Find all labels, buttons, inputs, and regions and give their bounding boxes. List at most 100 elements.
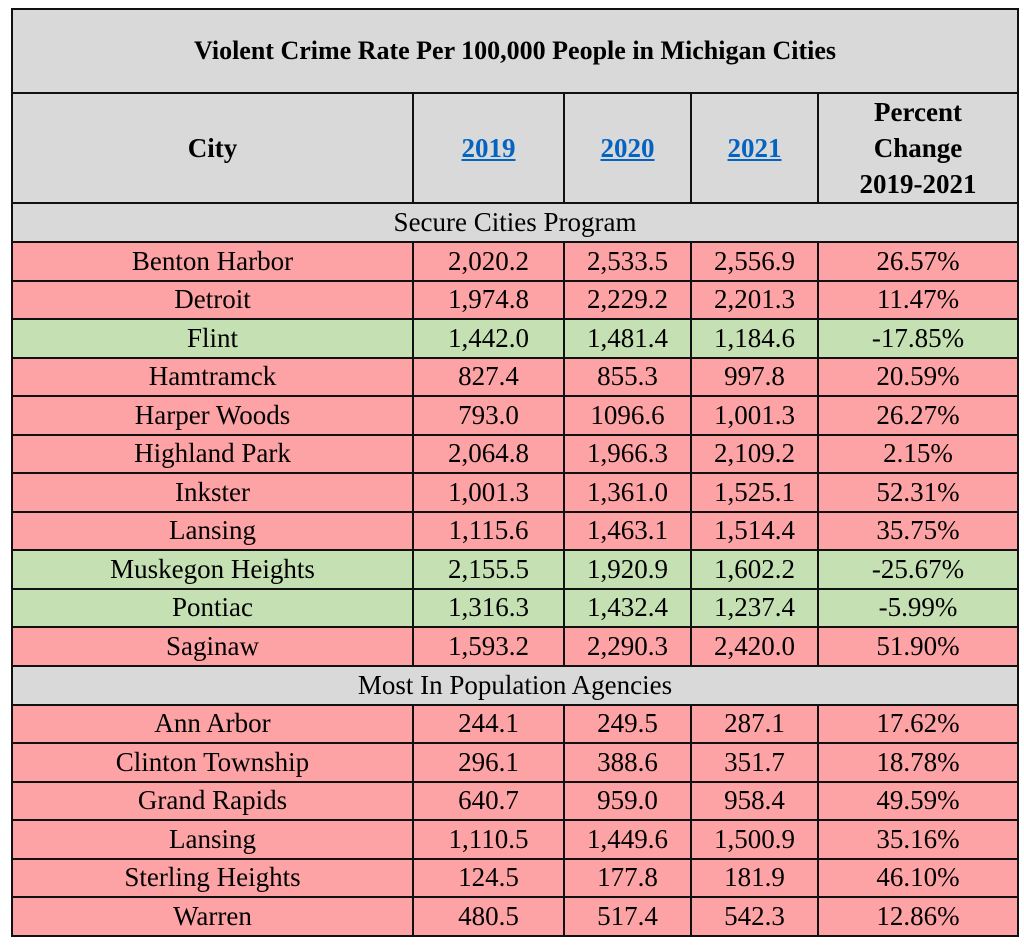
table-row: Pontiac 1,316.3 1,432.4 1,237.4 -5.99%	[11, 587, 1020, 628]
table-row: Detroit 1,974.8 2,229.2 2,201.3 11.47%	[11, 279, 1020, 320]
value-2020: 1,463.1	[563, 510, 692, 551]
link-2020[interactable]: 2020	[600, 133, 655, 163]
table-row: Highland Park 2,064.8 1,966.3 2,109.2 2.15%	[11, 433, 1020, 474]
city-cell: Pontiac	[11, 587, 414, 628]
value-2021: 1,001.3	[690, 395, 819, 436]
value-2019: 1,593.2	[412, 626, 565, 667]
city-cell: Inkster	[11, 472, 414, 513]
value-2021: 1,237.4	[690, 587, 819, 628]
value-2019: 2,155.5	[412, 549, 565, 590]
value-2021: 2,420.0	[690, 626, 819, 667]
value-2021: 2,556.9	[690, 241, 819, 282]
percent-change: 52.31%	[816, 472, 1020, 513]
value-2021: 1,500.9	[690, 819, 819, 860]
city-cell: Sterling Heights	[11, 857, 414, 898]
percent-change: 35.75%	[816, 510, 1020, 551]
table-row: Ann Arbor 244.1 249.5 287.1 17.62%	[11, 703, 1020, 744]
value-2019: 1,442.0	[412, 318, 565, 359]
value-2020: 177.8	[563, 857, 692, 898]
value-2020: 2,229.2	[563, 279, 692, 320]
value-2019: 1,316.3	[412, 587, 565, 628]
value-2019: 1,001.3	[412, 472, 565, 513]
value-2021: 1,184.6	[690, 318, 819, 359]
link-2021[interactable]: 2021	[727, 133, 782, 163]
section-row: Secure Cities Program	[10, 202, 1020, 243]
value-2021: 351.7	[690, 742, 819, 783]
value-2020: 1,361.0	[563, 472, 692, 513]
city-cell: Warren	[11, 896, 414, 937]
value-2019: 124.5	[412, 857, 565, 898]
city-cell: Clinton Township	[11, 742, 414, 783]
value-2020: 517.4	[563, 896, 692, 937]
value-2020: 1,920.9	[563, 549, 692, 590]
header-2019: 2019	[412, 92, 565, 204]
value-2019: 244.1	[412, 703, 565, 744]
percent-change: 20.59%	[816, 356, 1020, 397]
percent-change: 51.90%	[816, 626, 1020, 667]
table-row: Hamtramck 827.4 855.3 997.8 20.59%	[11, 356, 1020, 397]
city-cell: Benton Harbor	[11, 241, 414, 282]
value-2020: 1,481.4	[563, 318, 692, 359]
link-2019[interactable]: 2019	[461, 133, 516, 163]
value-2021: 2,109.2	[690, 433, 819, 474]
value-2021: 2,201.3	[690, 279, 819, 320]
header-percent-change: Percent Change 2019-2021	[816, 92, 1020, 204]
percent-change: 26.27%	[816, 395, 1020, 436]
value-2019: 640.7	[412, 780, 565, 821]
section-label: Secure Cities Program	[10, 202, 1020, 243]
value-2019: 1,974.8	[412, 279, 565, 320]
value-2019: 2,020.2	[412, 241, 565, 282]
header-2020: 2020	[563, 92, 692, 204]
table-row: Clinton Township 296.1 388.6 351.7 18.78%	[11, 742, 1020, 783]
value-2019: 296.1	[412, 742, 565, 783]
percent-change: 18.78%	[816, 742, 1020, 783]
percent-change: 11.47%	[816, 279, 1020, 320]
value-2021: 1,602.2	[690, 549, 819, 590]
table-row: Inkster 1,001.3 1,361.0 1,525.1 52.31%	[11, 472, 1020, 513]
percent-change: 46.10%	[816, 857, 1020, 898]
percent-change: 26.57%	[816, 241, 1020, 282]
value-2020: 388.6	[563, 742, 692, 783]
table-title: Violent Crime Rate Per 100,000 People in…	[10, 8, 1020, 94]
value-2019: 827.4	[412, 356, 565, 397]
value-2021: 958.4	[690, 780, 819, 821]
value-2019: 793.0	[412, 395, 565, 436]
city-cell: Harper Woods	[11, 395, 414, 436]
value-2020: 2,533.5	[563, 241, 692, 282]
percent-change: 17.62%	[816, 703, 1020, 744]
value-2020: 1,449.6	[563, 819, 692, 860]
percent-change: 2.15%	[816, 433, 1020, 474]
section-label: Most In Population Agencies	[10, 664, 1020, 706]
value-2020: 2,290.3	[563, 626, 692, 667]
value-2021: 542.3	[690, 896, 819, 937]
percent-change: 12.86%	[816, 896, 1020, 937]
value-2020: 1,966.3	[563, 433, 692, 474]
percent-change: -25.67%	[816, 549, 1020, 590]
percent-change: 35.16%	[816, 819, 1020, 860]
value-2019: 1,115.6	[412, 510, 565, 551]
city-cell: Detroit	[11, 279, 414, 320]
city-cell: Hamtramck	[11, 356, 414, 397]
percent-change: 49.59%	[816, 780, 1020, 821]
table-row: Warren 480.5 517.4 542.3 12.86%	[11, 896, 1020, 937]
city-cell: Ann Arbor	[11, 703, 414, 744]
percent-change: -17.85%	[816, 318, 1020, 359]
value-2021: 997.8	[690, 356, 819, 397]
value-2021: 1,514.4	[690, 510, 819, 551]
table-row: Flint 1,442.0 1,481.4 1,184.6 -17.85%	[11, 318, 1020, 359]
value-2021: 1,525.1	[690, 472, 819, 513]
header-city: City	[11, 92, 414, 204]
value-2020: 855.3	[563, 356, 692, 397]
header-row: City 2019 2020 2021 Percent Change 2019-…	[11, 92, 1020, 204]
table-row: Sterling Heights 124.5 177.8 181.9 46.10%	[11, 857, 1020, 898]
value-2021: 287.1	[690, 703, 819, 744]
value-2019: 480.5	[412, 896, 565, 937]
section-row: Most In Population Agencies	[10, 664, 1020, 706]
percent-change: -5.99%	[816, 587, 1020, 628]
table-row: Benton Harbor 2,020.2 2,533.5 2,556.9 26.57%	[11, 241, 1020, 282]
crime-rate-table: Violent Crime Rate Per 100,000 People in…	[10, 8, 1020, 937]
city-cell: Muskegon Heights	[11, 549, 414, 590]
table-row: Harper Woods 793.0 1096.6 1,001.3 26.27%	[11, 395, 1020, 436]
city-cell: Flint	[11, 318, 414, 359]
value-2020: 959.0	[563, 780, 692, 821]
